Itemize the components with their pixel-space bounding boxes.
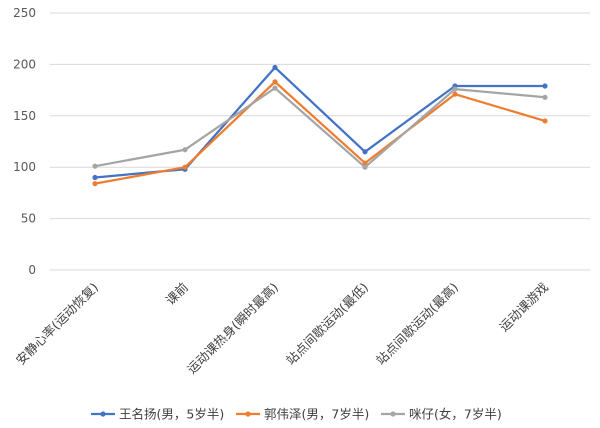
legend-label: 王名扬(男，5岁半) (119, 407, 224, 422)
data-point (272, 79, 278, 85)
legend-swatch-marker (100, 411, 106, 417)
data-point (272, 85, 278, 91)
series-2 (92, 79, 548, 187)
legend-item: 郭伟泽(男，7岁半) (236, 407, 369, 422)
data-point (362, 160, 368, 166)
y-tick-label: 200 (13, 57, 36, 71)
data-point (452, 91, 458, 97)
legend-item: 王名扬(男，5岁半) (91, 407, 224, 422)
data-point (542, 118, 548, 124)
data-point (92, 181, 98, 187)
data-point (92, 174, 98, 181)
legend-item: 咪仔(女，7岁半) (381, 407, 502, 422)
legend-swatch-marker (245, 411, 251, 417)
data-point (542, 83, 548, 89)
y-tick-label: 250 (13, 6, 36, 20)
series-line (93, 86, 547, 169)
data-point (182, 164, 188, 170)
x-tick-label: 站点间歇运动(最低) (283, 280, 371, 368)
data-point (182, 147, 188, 153)
series-line (93, 80, 547, 185)
y-axis-ticks: 0 50 100 150 200 250 (13, 6, 36, 277)
y-tick-label: 100 (13, 160, 36, 174)
x-tick-label: 运动课热身(瞬时最高) (184, 280, 281, 377)
y-tick-label: 50 (21, 212, 36, 226)
series-lines (92, 64, 548, 187)
x-tick-label: 运动课游戏 (496, 280, 551, 335)
data-point (452, 86, 458, 92)
data-point (272, 64, 278, 71)
data-point (542, 94, 548, 100)
legend: 王名扬(男，5岁半) 郭伟泽(男，7岁半) 咪仔(女，7岁半) (91, 407, 502, 422)
y-tick-label: 0 (28, 263, 36, 277)
data-point (362, 164, 368, 170)
x-tick-label: 站点间歇运动(最高) (373, 280, 461, 368)
y-tick-label: 150 (13, 109, 36, 123)
gridlines (50, 12, 590, 271)
legend-label: 咪仔(女，7岁半) (409, 407, 502, 422)
x-tick-label: 课前 (163, 280, 191, 308)
x-tick-label: 安静心率(运动恢复) (13, 280, 101, 368)
data-point (362, 149, 368, 155)
data-point (92, 163, 98, 169)
series-3 (92, 85, 548, 170)
legend-label: 郭伟泽(男，7岁半) (264, 407, 369, 422)
legend-swatch-marker (390, 411, 396, 417)
